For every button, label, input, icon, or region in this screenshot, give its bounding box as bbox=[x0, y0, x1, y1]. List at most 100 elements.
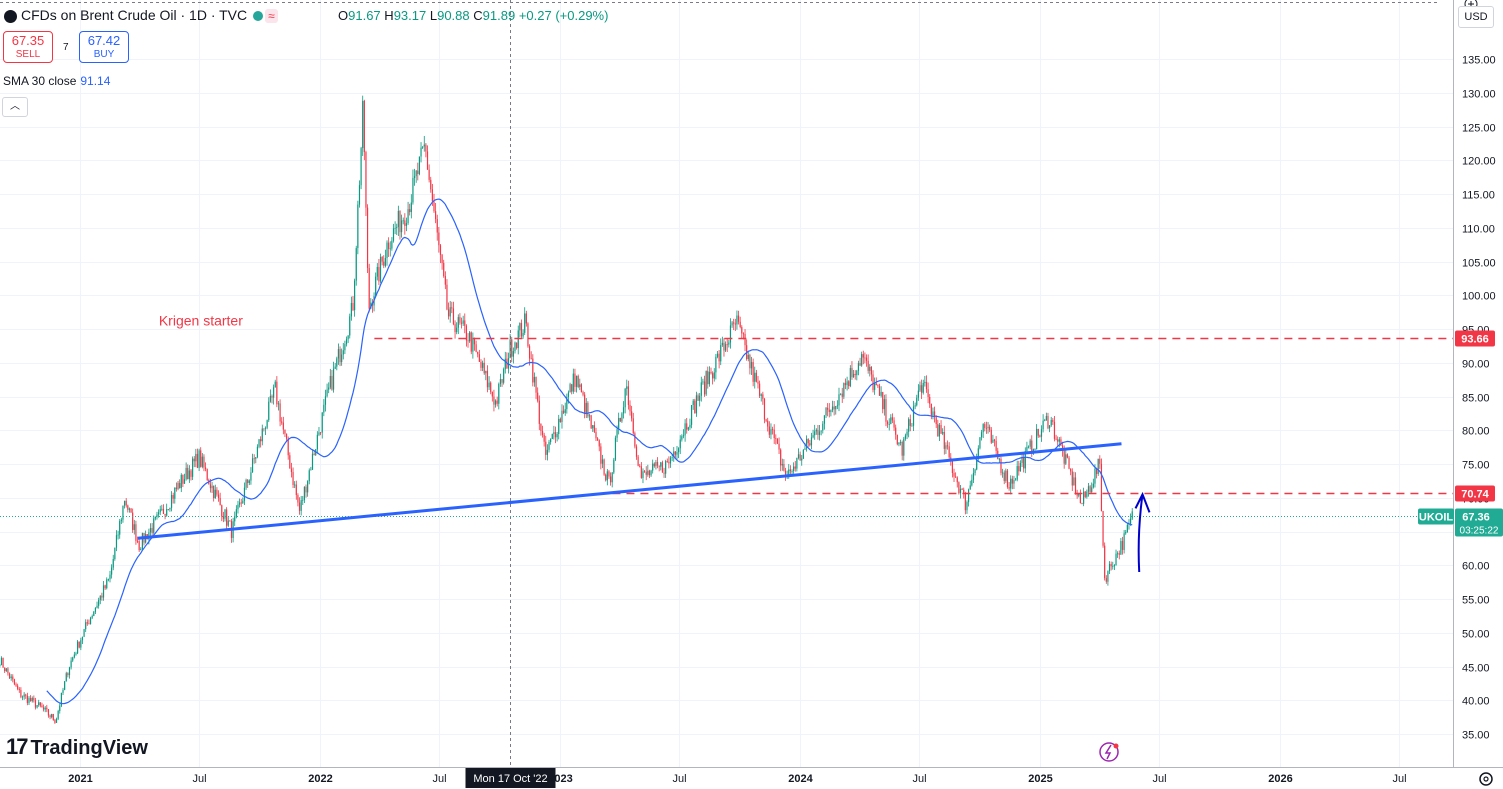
currency-button[interactable]: USD bbox=[1458, 6, 1494, 28]
candle-body bbox=[1052, 420, 1054, 422]
candle-body bbox=[111, 567, 113, 575]
candle-body bbox=[352, 303, 354, 311]
candle-body bbox=[809, 443, 811, 446]
candle-body bbox=[125, 500, 127, 506]
candle-body bbox=[898, 442, 900, 445]
candle-body bbox=[303, 486, 305, 500]
candle-body bbox=[935, 417, 937, 425]
candle-body bbox=[507, 358, 510, 369]
sma-value: 91.14 bbox=[80, 74, 111, 88]
tradingview-logo[interactable]: 17 TradingView bbox=[6, 734, 148, 760]
events-flash-icon[interactable] bbox=[1099, 742, 1119, 762]
candle-body bbox=[203, 456, 205, 468]
symbol-header[interactable]: CFDs on Brent Crude Oil · 1D · TVC ≈ bbox=[4, 7, 278, 24]
candle-body bbox=[504, 358, 506, 370]
candle-body bbox=[793, 466, 795, 472]
candle-body bbox=[846, 381, 848, 386]
hand-drawn-up-arrow[interactable] bbox=[1134, 491, 1151, 573]
candle-body bbox=[822, 423, 824, 431]
candle-body bbox=[984, 424, 986, 428]
candle-body bbox=[674, 451, 676, 455]
candle-body bbox=[180, 474, 182, 489]
buy-button[interactable]: 67.42 BUY bbox=[79, 31, 129, 63]
candle-body bbox=[516, 342, 518, 349]
candle-body bbox=[775, 438, 777, 439]
candle-body bbox=[98, 600, 100, 606]
candle-body bbox=[1123, 533, 1125, 550]
horizontal-levels[interactable] bbox=[374, 337, 1453, 495]
candle-body bbox=[1079, 494, 1081, 504]
candle-body bbox=[289, 455, 291, 469]
candle-body bbox=[342, 350, 344, 355]
candle-body bbox=[101, 595, 103, 598]
candle-body bbox=[204, 467, 207, 470]
candle-body bbox=[132, 512, 134, 530]
candle-body bbox=[407, 209, 409, 224]
candle-body bbox=[882, 391, 884, 410]
candlestick-series[interactable] bbox=[0, 95, 1133, 724]
candle-body bbox=[895, 427, 897, 435]
candle-body bbox=[313, 453, 315, 455]
candle-body bbox=[592, 425, 594, 429]
candle-body bbox=[1129, 518, 1132, 524]
candle-body bbox=[467, 340, 469, 342]
candle-body bbox=[848, 381, 850, 387]
time-tick-label: 2026 bbox=[1268, 773, 1292, 785]
candle-body bbox=[460, 322, 463, 324]
price-tick-label: 40.00 bbox=[1462, 696, 1490, 708]
candle-body bbox=[924, 381, 926, 383]
candle-body bbox=[119, 521, 121, 535]
candle-body bbox=[904, 435, 907, 439]
price-tick-label: 105.00 bbox=[1462, 258, 1496, 270]
candle-body bbox=[1002, 472, 1004, 474]
sma-30-line[interactable] bbox=[46, 198, 1133, 705]
candle-body bbox=[209, 484, 212, 489]
settings-gear-icon[interactable] bbox=[1479, 772, 1493, 786]
candle-body bbox=[598, 440, 600, 447]
candle-body bbox=[242, 500, 244, 504]
candle-body bbox=[705, 371, 707, 395]
candle-body bbox=[394, 227, 396, 229]
candle-body bbox=[632, 418, 634, 434]
candle-body bbox=[464, 320, 466, 326]
support-trendline[interactable] bbox=[137, 442, 1122, 540]
candle-body bbox=[415, 170, 417, 177]
candle-body bbox=[1115, 553, 1117, 566]
candle-body bbox=[852, 373, 855, 378]
candle-body bbox=[783, 464, 785, 471]
candle-body bbox=[558, 418, 560, 435]
symbol-tag bbox=[1418, 508, 1454, 525]
candle-body bbox=[1031, 440, 1033, 454]
candle-body bbox=[1070, 468, 1072, 472]
market-open-icon bbox=[253, 11, 264, 22]
candle-body bbox=[1027, 446, 1030, 448]
candle-body bbox=[10, 676, 12, 679]
candle-body bbox=[17, 685, 19, 689]
candle-body bbox=[532, 358, 534, 383]
candle-body bbox=[96, 605, 98, 608]
candle-body bbox=[1010, 478, 1012, 489]
candle-body bbox=[1048, 425, 1051, 429]
candle-body bbox=[195, 453, 197, 462]
candle-body bbox=[201, 456, 203, 467]
candle-body bbox=[737, 315, 740, 322]
candle-body bbox=[277, 403, 280, 405]
sma-legend[interactable]: SMA 30 close 91.14 bbox=[3, 74, 110, 88]
candle-body bbox=[170, 495, 173, 508]
candle-body bbox=[420, 147, 422, 157]
candle-body bbox=[770, 429, 772, 435]
candle-body bbox=[634, 433, 636, 447]
candle-body bbox=[778, 443, 780, 450]
krigen-starter-annotation[interactable]: Krigen starter bbox=[159, 313, 243, 329]
candle-body bbox=[0, 657, 3, 666]
candle-body bbox=[609, 476, 612, 483]
candle-body bbox=[360, 148, 362, 186]
candle-body bbox=[20, 689, 22, 697]
candle-body bbox=[80, 640, 82, 648]
candle-body bbox=[692, 400, 694, 405]
candle-body bbox=[290, 468, 293, 473]
candle-body bbox=[1074, 477, 1077, 495]
sell-button[interactable]: 67.35 SELL bbox=[3, 31, 53, 63]
collapse-legend-button[interactable]: ︿ bbox=[2, 97, 28, 117]
